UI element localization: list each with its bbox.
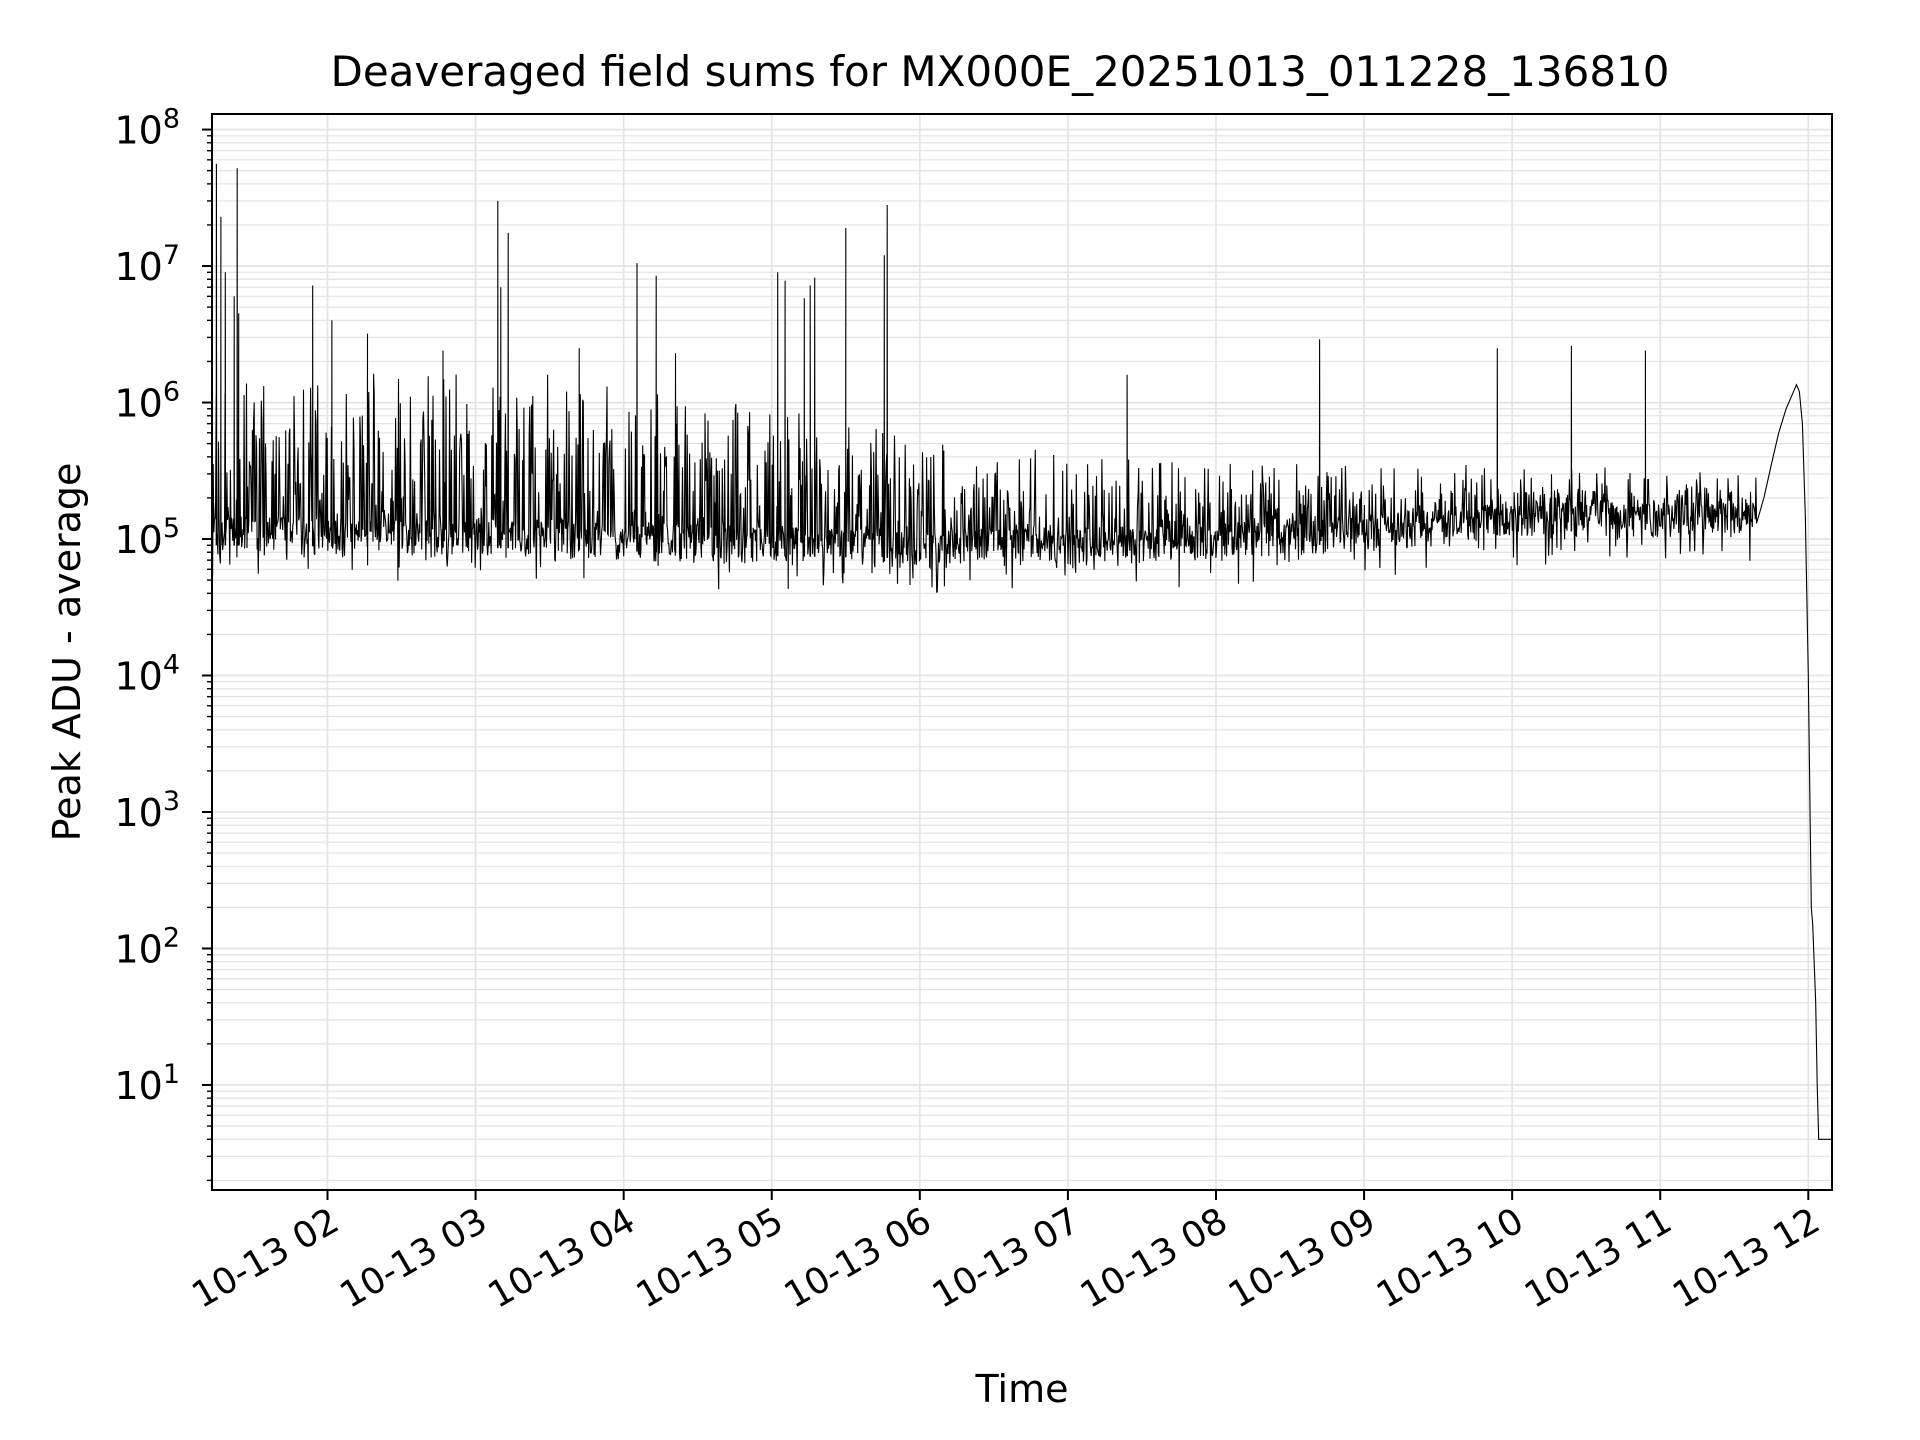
y-tick-label-base: 10 <box>114 109 162 153</box>
y-tick-label-base: 10 <box>114 518 162 562</box>
y-tick-label-exponent: 8 <box>163 104 180 135</box>
grid-lines <box>212 114 1832 1190</box>
chart-title: Deaveraged field sums for MX000E_2025101… <box>331 47 1670 96</box>
y-axis-label: Peak ADU - average <box>45 463 89 842</box>
y-tick-label-base: 10 <box>114 791 162 835</box>
y-tick-label-base: 10 <box>114 655 162 699</box>
y-tick-label-base: 10 <box>114 382 162 426</box>
y-tick-label-exponent: 6 <box>163 377 180 408</box>
y-tick-label: 108 <box>114 104 180 153</box>
y-tick-label-base: 10 <box>114 1064 162 1108</box>
y-tick-label-exponent: 7 <box>163 240 180 271</box>
y-tick-label-exponent: 2 <box>163 922 180 953</box>
y-tick-label: 106 <box>114 377 180 426</box>
y-tick-label-exponent: 4 <box>163 650 180 681</box>
series-line <box>212 163 1832 1140</box>
x-axis-label: Time <box>975 1367 1069 1411</box>
y-tick-label-base: 10 <box>114 927 162 971</box>
axis-ticks <box>202 128 1810 1200</box>
y-tick-label: 103 <box>114 786 180 835</box>
y-tick-label: 104 <box>114 650 180 699</box>
y-tick-label-exponent: 3 <box>163 786 180 817</box>
y-tick-label-exponent: 1 <box>163 1059 180 1090</box>
y-tick-label-base: 10 <box>114 245 162 289</box>
plot-area-frame <box>211 113 1833 1191</box>
y-tick-label: 105 <box>114 513 180 562</box>
y-tick-label: 102 <box>114 922 180 971</box>
y-tick-label: 107 <box>114 240 180 289</box>
y-tick-label: 101 <box>114 1059 180 1108</box>
y-tick-label-exponent: 5 <box>163 513 180 544</box>
